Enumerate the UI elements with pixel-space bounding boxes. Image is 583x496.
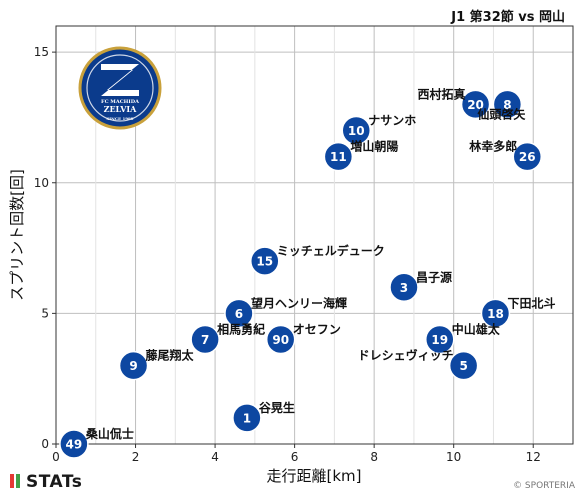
player-name-label: 谷晃生 (259, 400, 295, 415)
player-point: 3 昌子源 (389, 269, 452, 302)
copyright: © SPORTERIA (513, 481, 575, 491)
player-point: 9 藤尾翔太 (118, 348, 195, 381)
y-tick-label: 0 (41, 437, 49, 451)
player-marker (250, 246, 280, 276)
player-name-label: 西村拓真 (418, 86, 466, 101)
player-number: 18 (487, 307, 504, 321)
player-number: 3 (400, 281, 408, 295)
logo-inner-ring (86, 54, 154, 122)
x-tick-label: 8 (370, 450, 378, 464)
player-number: 7 (201, 333, 209, 347)
player-marker (425, 324, 455, 355)
player-name-label: 下田北斗 (507, 295, 555, 310)
player-point: 6 望月ヘンリー海輝 (224, 295, 347, 329)
player-marker (265, 324, 296, 355)
player-marker (232, 403, 262, 433)
brand-bar-red (10, 474, 14, 488)
x-tick-label: 12 (526, 450, 541, 464)
player-number: 5 (459, 359, 467, 373)
player-marker (389, 272, 419, 302)
x-tick-label: 10 (446, 450, 461, 464)
player-number: 10 (348, 124, 365, 138)
player-number: 1 (243, 411, 251, 425)
logo-text: FC MACHIDA (101, 99, 139, 105)
player-marker (190, 324, 220, 355)
brand-bar-green (16, 474, 20, 488)
player-name-label: 仙頭啓矢 (477, 106, 526, 121)
player-marker (118, 350, 149, 381)
player-point: 19 中山雄太 (425, 322, 501, 355)
player-point: 15 ミッチェルデューク (250, 243, 385, 276)
player-name-label: ドレシェヴィッチ (358, 348, 454, 363)
player-point: 7 相馬勇紀 (190, 322, 265, 355)
player-marker (224, 298, 254, 329)
x-axis-label: 走行距離[km] (266, 467, 361, 485)
y-axis-label: スプリント回数[回] (8, 169, 26, 301)
player-point: 90 オセフン (265, 323, 341, 355)
y-tick-label: 5 (41, 306, 49, 320)
player-point: 1 谷晃生 (232, 400, 295, 433)
logo-badge (78, 46, 162, 130)
player-name-label: 望月ヘンリー海輝 (251, 295, 347, 310)
player-name-label: 中山雄太 (452, 322, 501, 337)
player-marker (341, 115, 372, 146)
data-points: 20西村拓真8仙頭啓矢10ナサンホ11増山朝陽26林幸多郎15ミッチェルデューク… (59, 86, 555, 459)
player-marker (492, 89, 523, 120)
x-tick-label: 4 (211, 450, 219, 464)
player-name-label: 相馬勇紀 (217, 322, 265, 337)
x-tick-label: 0 (52, 450, 60, 464)
player-number: 49 (66, 438, 83, 452)
player-name-label: 林幸多郎 (469, 139, 517, 154)
player-marker (460, 89, 491, 120)
player-marker (323, 141, 354, 172)
player-number: 15 (256, 255, 273, 269)
player-number: 20 (467, 98, 484, 112)
player-number: 6 (235, 307, 243, 321)
player-marker (512, 141, 543, 172)
player-name-label: ナサンホ (368, 114, 416, 128)
x-tick-label: 6 (291, 450, 299, 464)
player-marker (448, 350, 479, 381)
brand-text: STATs (26, 472, 83, 492)
y-tick-label: 15 (34, 45, 49, 59)
player-number: 8 (503, 98, 511, 112)
logo-text: SINCE 1989 (106, 116, 133, 121)
player-point: 5 ドレシェヴィッチ (358, 348, 479, 381)
brand-logo: STATs (10, 472, 82, 492)
player-number: 9 (129, 359, 137, 373)
logo-text: ZELVIA (104, 104, 138, 114)
player-name-label: 増山朝陽 (350, 139, 398, 154)
player-number: 19 (431, 333, 448, 347)
player-number: 90 (272, 333, 289, 347)
player-number: 26 (519, 150, 536, 164)
logo-z-mark (101, 64, 139, 96)
player-number: 11 (330, 150, 347, 164)
player-name-label: 桑山侃士 (86, 426, 134, 441)
match-title: J1 第32節 vs 岡山 (451, 10, 565, 25)
player-marker (480, 298, 511, 329)
plot-frame (55, 25, 574, 445)
y-tick-label: 10 (34, 176, 49, 190)
player-name-label: 藤尾翔太 (145, 348, 195, 363)
player-name-label: オセフン (293, 323, 341, 337)
player-name-label: 昌子源 (416, 269, 452, 284)
player-name-label: ミッチェルデューク (277, 243, 385, 258)
player-marker (59, 429, 89, 459)
x-tick-label: 2 (132, 450, 140, 464)
